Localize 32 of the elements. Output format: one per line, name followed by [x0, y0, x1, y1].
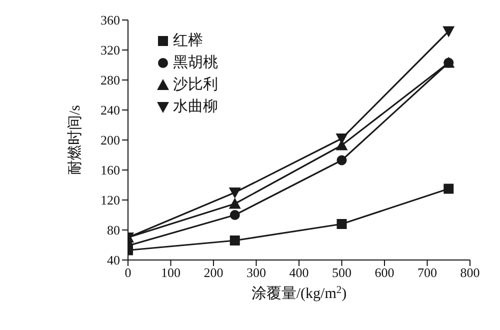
y-tick-label: 160	[100, 162, 120, 178]
x-tick-label: 500	[332, 265, 352, 280]
point	[230, 236, 240, 246]
legend-label: 黑胡桃	[173, 54, 218, 73]
x-tick-label: 600	[374, 265, 394, 280]
legend-label: 水曲柳	[173, 98, 218, 117]
y-axis-title: 耐燃时间/s	[66, 104, 84, 176]
point	[444, 184, 454, 194]
y-tick-label: 320	[100, 42, 120, 58]
x-tick-label: 300	[246, 265, 266, 280]
y-tick-label: 360	[100, 12, 120, 28]
point	[442, 26, 455, 38]
x-axis-title: 涂覆量/(kg/m$^{2}$)	[251, 284, 347, 302]
y-tick-label: 120	[100, 192, 120, 208]
point	[336, 219, 347, 229]
point	[336, 155, 347, 166]
point	[228, 188, 241, 198]
legend-label: 沙比利	[173, 76, 218, 95]
x-tick-label: 200	[204, 265, 224, 280]
x-tick-label: 400	[289, 265, 309, 280]
y-tick-label: 80	[107, 222, 120, 238]
y-tick-label: 240	[100, 102, 120, 118]
x-tick-label: 0	[124, 265, 132, 280]
legend-label: 红榉	[173, 32, 203, 51]
y-tick-label: 280	[100, 72, 120, 88]
point	[230, 210, 240, 220]
x-tick-label: 100	[161, 265, 180, 280]
x-tick-label: 800	[460, 265, 480, 280]
x-tick-label: 700	[418, 265, 437, 280]
y-tick-label: 200	[100, 132, 120, 148]
y-tick-label: 40	[107, 252, 120, 268]
point	[228, 198, 241, 209]
